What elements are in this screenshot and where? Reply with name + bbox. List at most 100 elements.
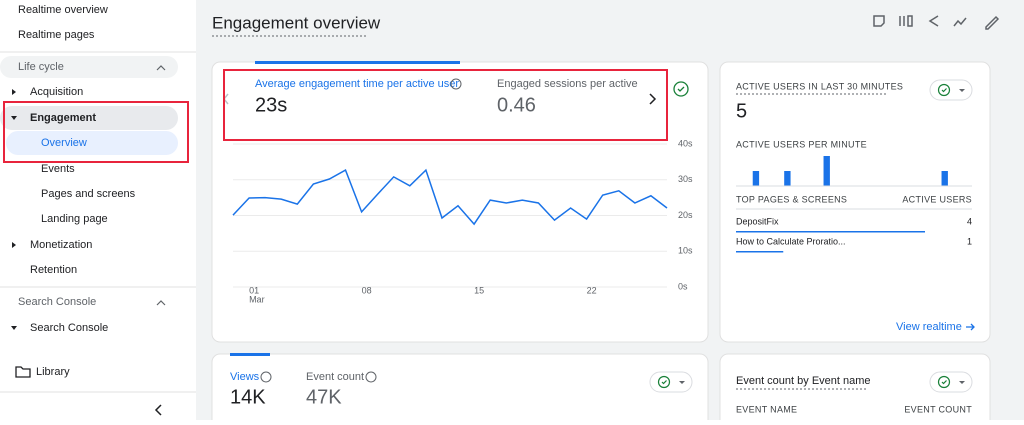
next-arrow[interactable] [649, 93, 657, 105]
metric-label[interactable]: Event count [306, 371, 364, 383]
page-title: Engagement overview [212, 13, 381, 32]
row-name[interactable]: DepositFix [736, 216, 779, 226]
minute-bars [752, 156, 948, 186]
help-icon[interactable] [450, 78, 462, 90]
x-tick-label: 15 [474, 285, 484, 295]
selected-bg [6, 131, 178, 155]
card [211, 353, 709, 425]
minute-bar [784, 171, 791, 186]
icon-insights[interactable] [953, 17, 967, 27]
y-tick-label: 10s [678, 246, 693, 256]
library-bg [0, 358, 196, 392]
line-series [232, 168, 668, 226]
y-tick-label: 20s [678, 210, 693, 220]
nav-item[interactable]: Library [36, 366, 70, 378]
status-pill[interactable] [649, 371, 693, 393]
metric-label[interactable]: Views [230, 371, 260, 383]
tab-indicator [255, 61, 460, 64]
metric-value: 14K [230, 386, 266, 408]
status-pill[interactable] [929, 79, 973, 101]
top-pages: DepositFix 4 How to Calculate Proratio... 1 [736, 216, 972, 253]
status-icon[interactable] [673, 81, 689, 97]
expand-icon[interactable] [11, 326, 17, 330]
dropdown-icon [679, 381, 685, 384]
section-bg [0, 56, 178, 78]
status-pill[interactable] [929, 371, 973, 393]
nav-item[interactable]: Search Console [30, 322, 108, 334]
arrow-icon[interactable] [966, 323, 975, 331]
check [661, 380, 667, 385]
card-title: ACTIVE USERS IN LAST 30 MINUTES [736, 81, 903, 91]
row-name[interactable]: How to Calculate Proratio... [736, 236, 846, 246]
y-tick-label: 30s [678, 174, 693, 184]
icon-edit[interactable] [985, 15, 1000, 30]
nav-item[interactable]: Engagement [30, 112, 96, 124]
expand-icon[interactable] [11, 116, 17, 120]
collapse-icon[interactable] [156, 300, 166, 306]
section-title[interactable]: Life cycle [18, 61, 64, 73]
realtime-value: 5 [736, 100, 747, 122]
nav-item[interactable]: Overview [41, 137, 87, 149]
icon-compare[interactable] [899, 15, 913, 27]
status-icon [937, 83, 951, 97]
minute-bar [941, 171, 948, 186]
metric-label[interactable]: Engaged sessions per active us [497, 78, 653, 90]
x-tick-label: 01 [249, 285, 259, 295]
row-value: 1 [967, 236, 972, 246]
x-tick-label: 08 [362, 285, 372, 295]
y-tick-label: 40s [678, 138, 693, 148]
x-tick-label: 22 [587, 285, 597, 295]
y-tick-label: 0s [678, 281, 688, 291]
check [677, 86, 685, 92]
column-header: EVENT NAME [736, 404, 797, 414]
expand-icon[interactable] [12, 242, 16, 248]
row-value: 4 [967, 216, 972, 226]
subtitle: ACTIVE USERS PER MINUTE [736, 139, 867, 149]
section-title[interactable]: Search Console [18, 296, 96, 308]
column-header: EVENT COUNT [904, 404, 972, 414]
nav-item[interactable]: Pages and screens [41, 188, 136, 200]
column-header: TOP PAGES & SCREENS [736, 194, 847, 204]
row-bar [736, 231, 925, 233]
x-month-label: Mar [249, 294, 265, 304]
column-header: ACTIVE USERS [902, 194, 972, 204]
nav-item[interactable]: Retention [30, 264, 77, 276]
status-icon [937, 375, 951, 389]
help-icon[interactable] [260, 371, 272, 383]
metric-value: 0.46 [497, 94, 536, 116]
nav-item[interactable]: Realtime pages [18, 29, 95, 41]
check [941, 380, 947, 385]
expand-icon[interactable] [12, 89, 16, 95]
metric-value: 23s [255, 94, 287, 116]
icon-share[interactable] [928, 15, 939, 27]
metric-label[interactable]: Average engagement time per active user [255, 78, 459, 90]
nav-item[interactable]: Landing page [41, 213, 108, 225]
metric-value: 47K [306, 386, 342, 408]
folder-icon [15, 366, 31, 378]
card-title: Event count by Event name [736, 375, 871, 387]
nav-item[interactable]: Acquisition [30, 86, 83, 98]
row-bar [736, 251, 784, 253]
tab-indicator [230, 353, 270, 356]
collapse-icon[interactable] [156, 65, 166, 71]
card [719, 353, 991, 425]
help-icon[interactable] [365, 371, 377, 383]
highlight-box [3, 101, 189, 163]
card [719, 61, 991, 343]
active-group-bg [0, 106, 178, 130]
minute-bar [752, 171, 760, 186]
nav-item[interactable]: Realtime overview [18, 4, 108, 16]
nav-item[interactable]: Events [41, 163, 75, 175]
link[interactable]: View realtime [896, 321, 962, 333]
collapse-sidebar[interactable] [154, 404, 162, 416]
dropdown-icon [959, 381, 965, 384]
toolbar [873, 15, 1000, 30]
icon-comment[interactable] [873, 15, 885, 27]
highlight-box [223, 69, 668, 141]
minute-bar [823, 156, 830, 186]
status-icon [657, 375, 671, 389]
nav-item[interactable]: Monetization [30, 239, 92, 251]
sidebar-nav: Realtime overview Realtime pages Life cy… [0, 4, 196, 416]
